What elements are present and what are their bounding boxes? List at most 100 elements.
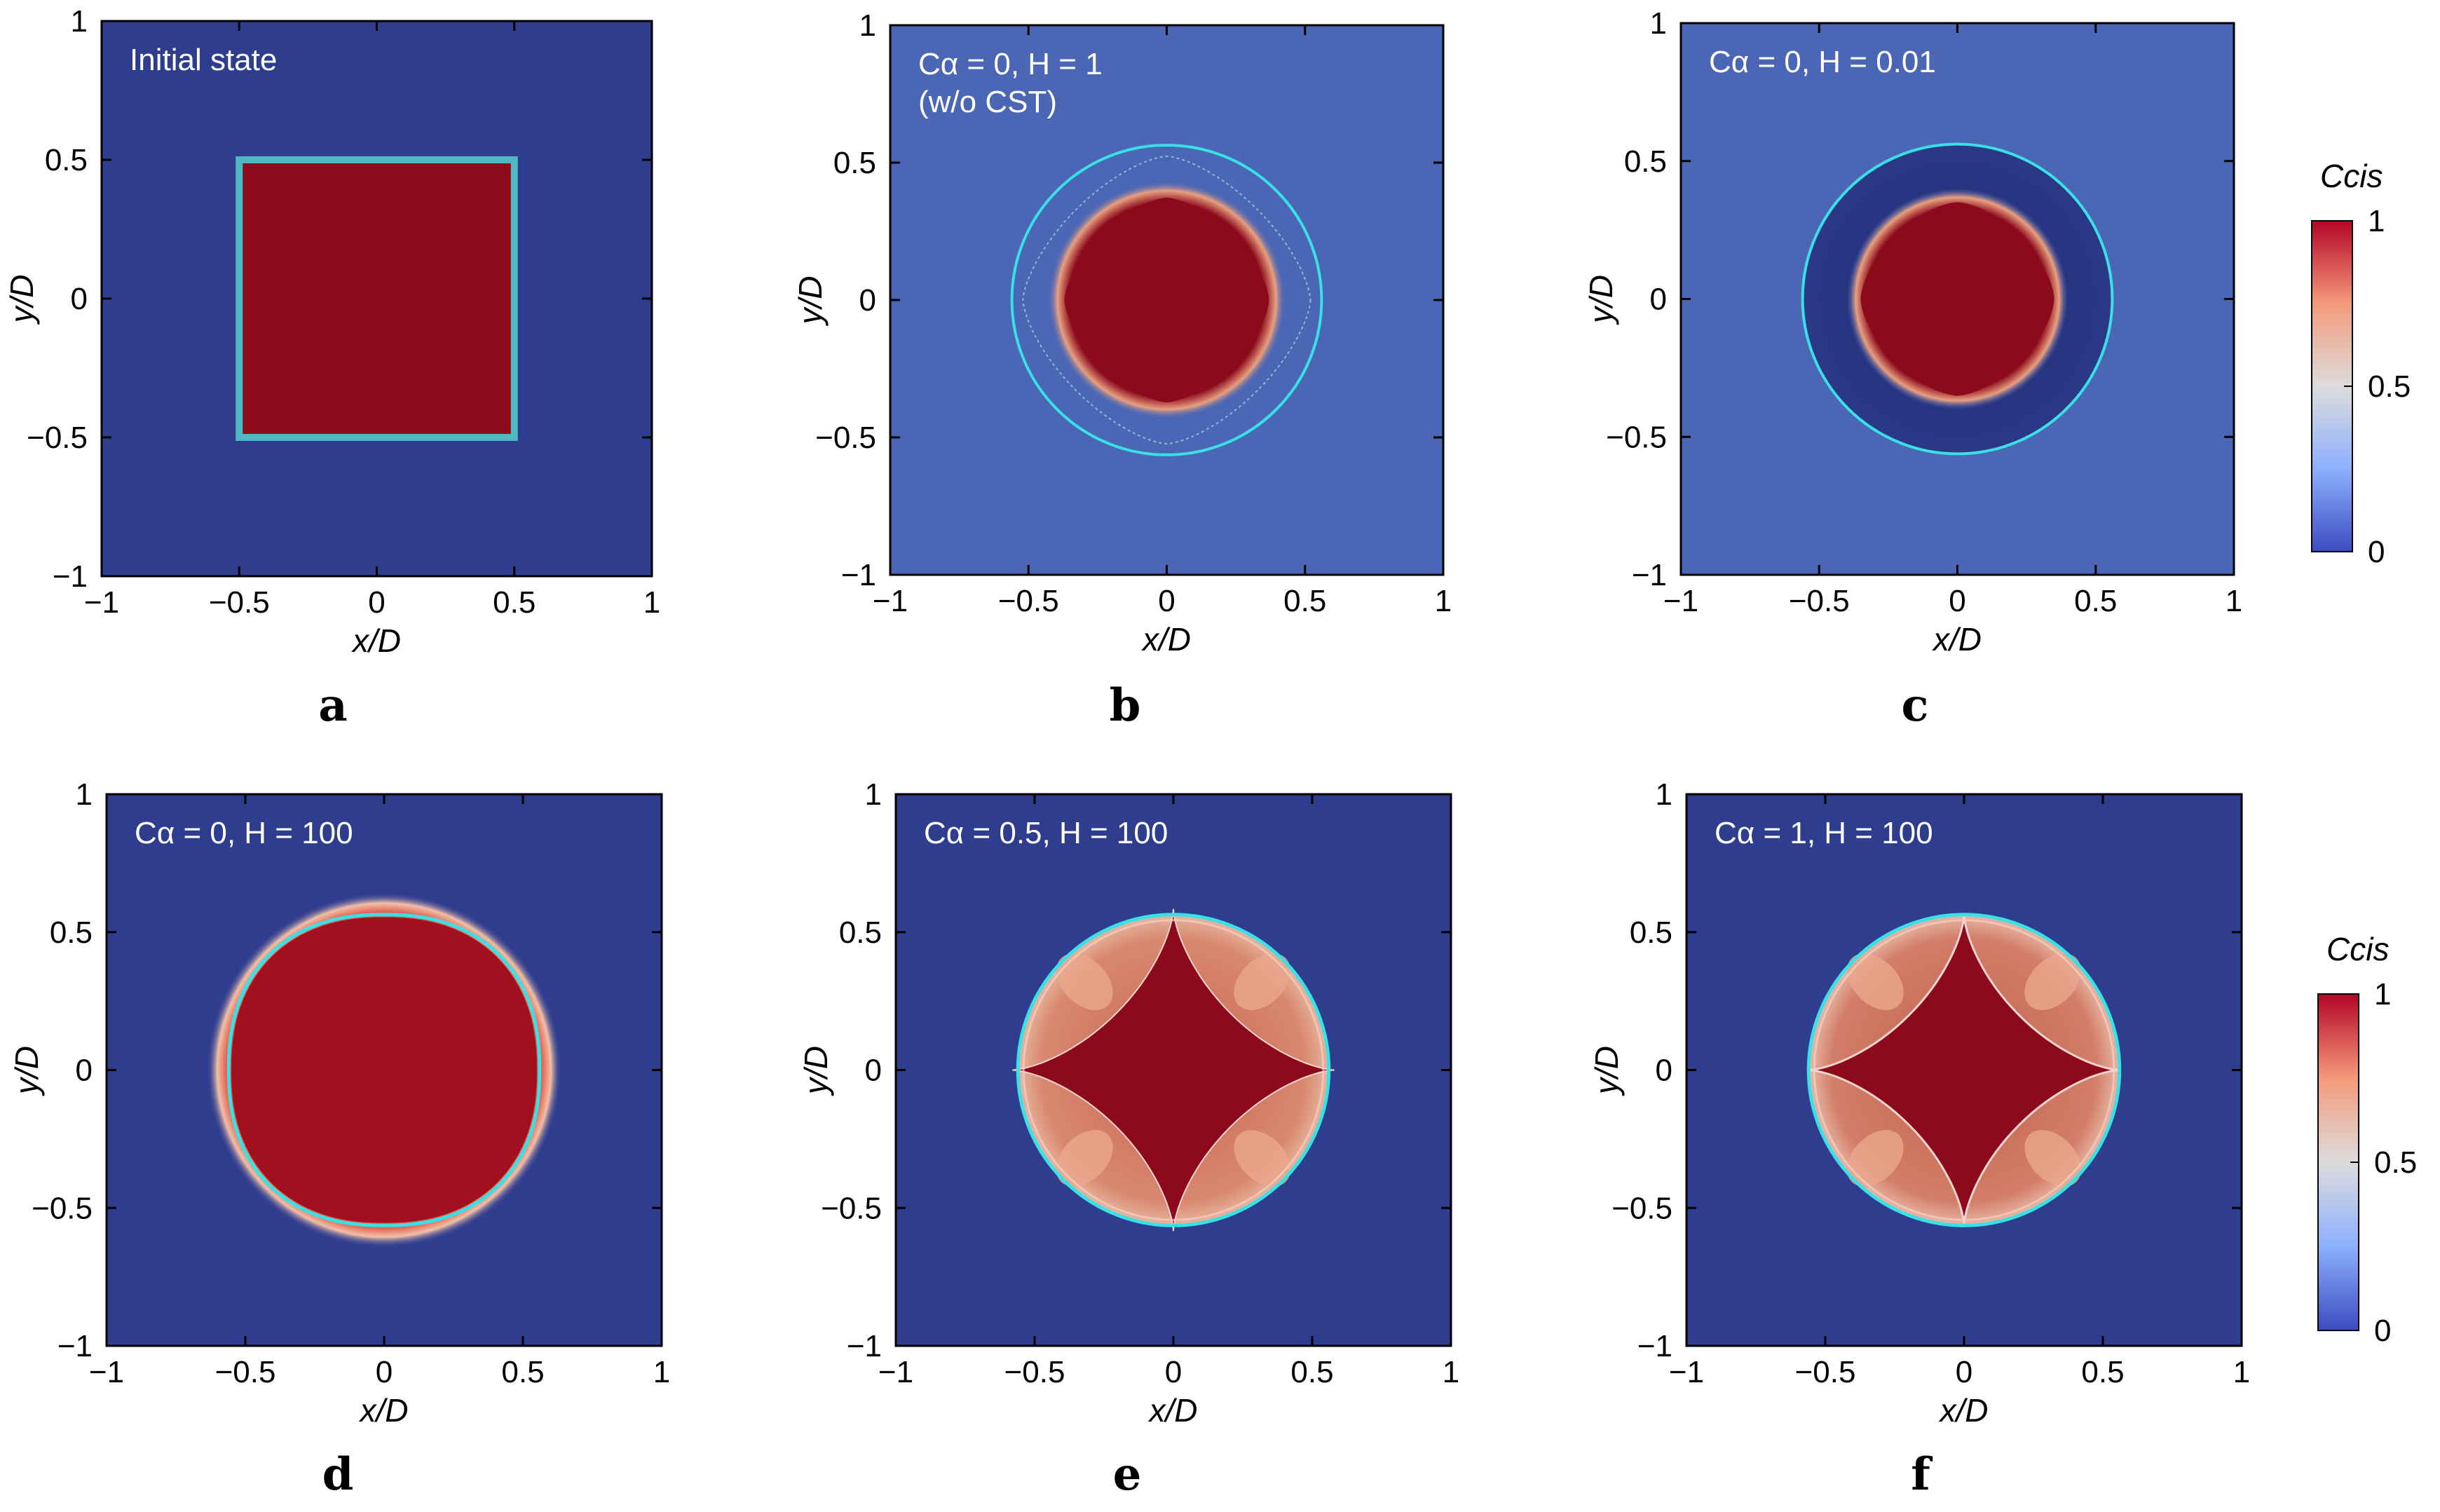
y-tick-label: 0 <box>859 283 876 318</box>
x-tick-label: −0.5 <box>1795 1355 1856 1389</box>
x-tick-label: 0 <box>1956 1355 1972 1389</box>
swirl-blob <box>1056 953 1113 1010</box>
x-tick-label: −0.5 <box>1004 1355 1065 1389</box>
field-c <box>1681 23 2234 575</box>
y-tick-label: 1 <box>76 777 93 812</box>
y-tick-label: −1 <box>841 558 876 592</box>
y-axis-label: y/D <box>1583 275 1619 325</box>
field-d <box>107 794 662 1346</box>
inner-contour <box>1813 919 2115 1221</box>
panel-annotation: Cα = 1, H = 100 <box>1715 816 1933 850</box>
colorbar-tick-label: 0 <box>2368 535 2385 569</box>
panel-annotation: Cα = 0, H = 100 <box>135 816 353 850</box>
y-tick-label: −0.5 <box>821 1191 882 1225</box>
x-tick-label: −1 <box>1669 1355 1704 1389</box>
star-core <box>1012 908 1335 1232</box>
core-inner <box>1064 198 1269 402</box>
y-tick-label: 0 <box>1656 1054 1672 1088</box>
x-tick-label: −1 <box>878 1355 913 1389</box>
y-tick-label: 0 <box>71 282 88 316</box>
panel-letter: a <box>318 679 347 732</box>
panel-letter: f <box>1911 1448 1933 1501</box>
y-axis-label: y/D <box>4 275 40 325</box>
x-tick-label: 1 <box>1443 1355 1459 1389</box>
interface-contour <box>1801 142 2114 456</box>
colorbar: Ccis 1 0.5 0 <box>2317 931 2417 1348</box>
y-tick-label: 1 <box>71 4 88 39</box>
panel-annotation: Initial state <box>130 43 277 77</box>
interface-contour <box>226 913 542 1227</box>
x-tick-label: −0.5 <box>998 584 1059 618</box>
y-tick-label: −1 <box>1632 558 1667 592</box>
panel-e: −1 −0.5 0 0.5 1 1 0.5 0 −0.5 −1 x/D y/D Cα = 0.5, H … <box>798 777 1459 1501</box>
swirl-blob <box>2024 1130 2082 1187</box>
swirl-blob <box>1846 953 1904 1010</box>
x-tick-label: 0.5 <box>493 585 536 620</box>
y-axis-label: y/D <box>8 1046 45 1096</box>
panel-annotation: (w/o CST) <box>918 85 1057 119</box>
inner-contour <box>1022 919 1325 1221</box>
panel-f: −1 −0.5 0 0.5 1 1 0.5 0 −0.5 −1 x/D y/D Cα = 1, H = … <box>1588 777 2250 1501</box>
y-tick-label: 0.5 <box>50 915 93 950</box>
x-tick-label: 0 <box>1949 584 1965 618</box>
y-tick-label: 0.5 <box>1630 915 1672 950</box>
y-tick-label: 0.5 <box>833 146 876 180</box>
y-tick-label: 1 <box>859 8 876 43</box>
y-tick-label: 0 <box>1650 282 1667 317</box>
y-tick-label: 0.5 <box>839 915 882 950</box>
x-tick-label: −1 <box>84 585 119 620</box>
core-inner <box>1860 202 2054 396</box>
square-region <box>236 156 518 441</box>
y-tick-label: −1 <box>57 1329 93 1363</box>
faint-contour <box>1022 155 1311 445</box>
y-tick-label: 0 <box>76 1054 93 1088</box>
field-b <box>890 25 1443 575</box>
colorbar-label: Ccis <box>2320 158 2383 194</box>
x-axis-label: x/D <box>1939 1392 1989 1429</box>
colorbar-tick-label: 0 <box>2374 1314 2391 1348</box>
x-tick-label: 1 <box>2233 1355 2250 1389</box>
field-f <box>1686 794 2242 1346</box>
y-tick-label: 0.5 <box>45 143 88 177</box>
x-axis-label: x/D <box>1932 621 1982 658</box>
x-tick-label: −0.5 <box>1789 584 1850 618</box>
x-tick-label: −0.5 <box>209 585 270 620</box>
panel-annotation: Cα = 0.5, H = 100 <box>924 816 1168 850</box>
interface-contour <box>1806 913 2122 1227</box>
swirl-blob <box>2024 953 2082 1010</box>
x-tick-label: 0 <box>368 585 385 620</box>
y-tick-label: 1 <box>1656 777 1672 812</box>
x-tick-label: −1 <box>1663 584 1698 618</box>
x-tick-label: 1 <box>653 1355 670 1389</box>
field-a <box>102 21 652 576</box>
panel-c: −1 −0.5 0 0.5 1 1 0.5 0 −0.5 −1 x/D y/D Cα = 0, H = … <box>1583 6 2242 732</box>
y-tick-label: −0.5 <box>815 421 876 455</box>
panel-a: −1 −0.5 0 0.5 1 1 0.5 0 −0.5 −1 x/D y/D Initial stat… <box>4 4 660 732</box>
swirl-blob <box>1846 1130 1904 1187</box>
panel-annotation: Cα = 0, H = 0.01 <box>1709 45 1936 79</box>
x-tick-label: 0.5 <box>2074 584 2117 618</box>
panel-letter: b <box>1110 679 1141 732</box>
swirl-blob <box>1234 1130 1291 1187</box>
x-tick-label: 0.5 <box>1290 1355 1333 1389</box>
y-tick-label: 0.5 <box>1624 144 1667 179</box>
swirl-blob <box>1234 953 1291 1010</box>
core-inner <box>231 917 537 1223</box>
x-tick-label: 0.5 <box>1283 584 1326 618</box>
panel-d: −1 −0.5 0 0.5 1 1 0.5 0 −0.5 −1 x/D y/D Cα = 0, H = … <box>8 777 670 1501</box>
y-tick-label: −0.5 <box>1606 420 1667 454</box>
colorbar-label: Ccis <box>2326 931 2389 967</box>
panel-letter: c <box>1902 679 1929 732</box>
colorbar-tick-label: 1 <box>2368 204 2385 238</box>
x-axis-label: x/D <box>359 1392 409 1429</box>
x-tick-label: 0.5 <box>501 1355 544 1389</box>
panel-annotation: Cα = 0, H = 1 <box>918 47 1103 81</box>
y-tick-label: −0.5 <box>1611 1191 1672 1225</box>
colorbar: Ccis 1 0.5 0 <box>2311 158 2411 569</box>
swirl-blob <box>1056 1130 1113 1187</box>
y-tick-label: −1 <box>847 1329 882 1363</box>
panel-letter: e <box>1113 1448 1142 1501</box>
x-axis-label: x/D <box>1148 1392 1198 1429</box>
x-tick-label: 0 <box>376 1355 393 1389</box>
